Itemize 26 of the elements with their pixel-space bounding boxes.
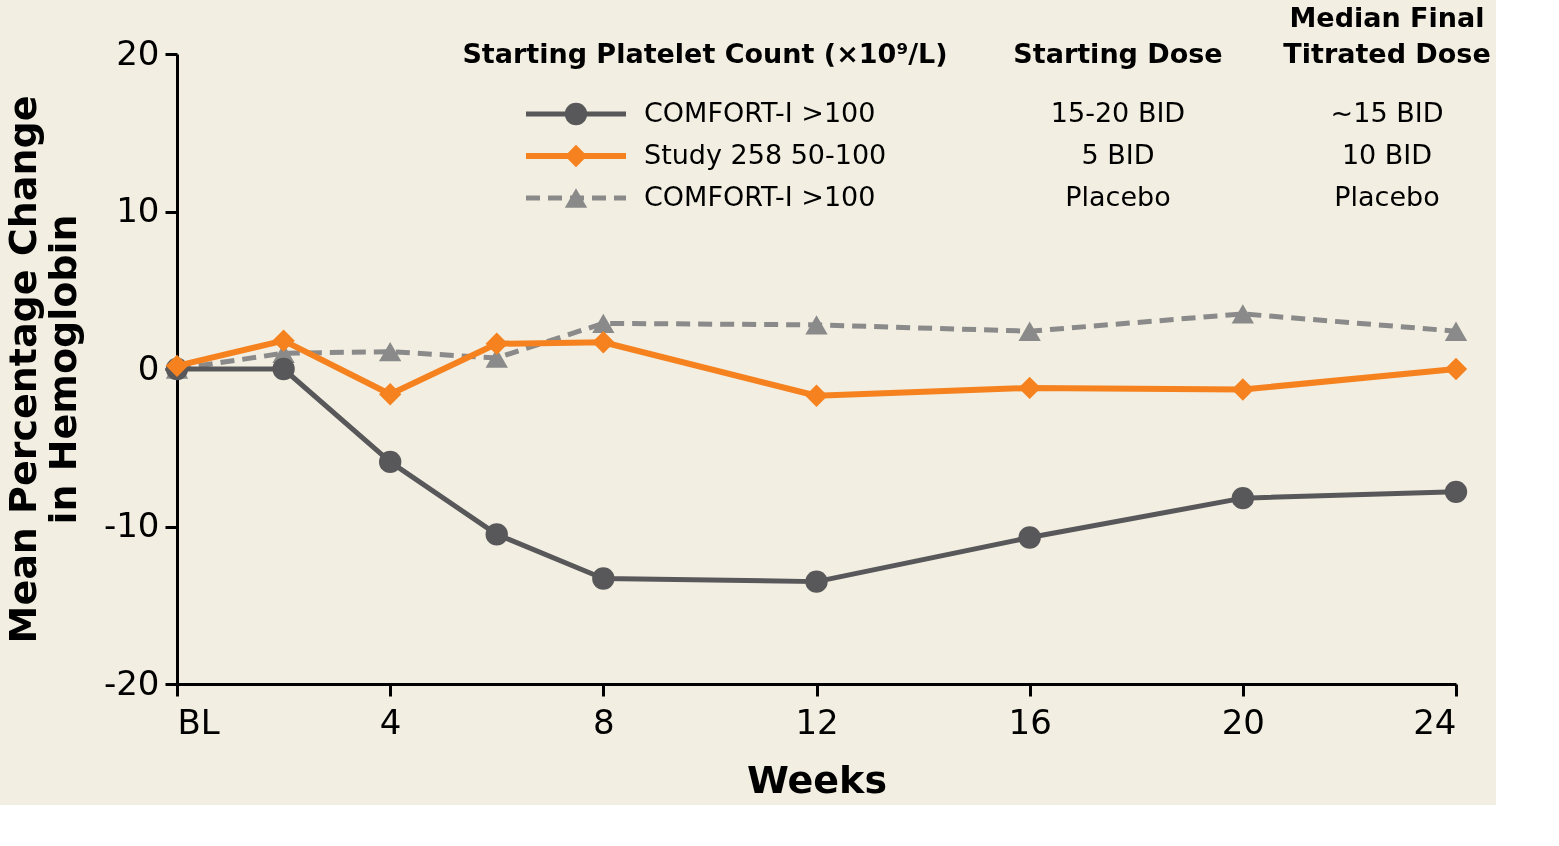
y-tick-label: -20 bbox=[103, 662, 160, 703]
x-tick-label: 8 bbox=[593, 701, 615, 742]
x-tick-label: 24 bbox=[1413, 701, 1457, 742]
x-tick-label: BL bbox=[177, 701, 220, 742]
y-tick-label: 0 bbox=[137, 347, 160, 388]
y-axis-title: Mean Percentage Change in Hemoglobin bbox=[0, 95, 85, 644]
legend-title: Starting Platelet Count (×10⁹/L) bbox=[462, 38, 948, 69]
x-axis-title: Weeks bbox=[747, 757, 887, 802]
x-tick-label: 12 bbox=[795, 701, 839, 742]
annotation: Placebo bbox=[1065, 181, 1171, 212]
annotation: 15-20 BID bbox=[1050, 97, 1186, 128]
annotation: ~15 BID bbox=[1330, 97, 1444, 128]
legend-label: Study 258 50-100 bbox=[644, 139, 887, 170]
y-tick-label: 20 bbox=[116, 32, 160, 73]
legend-label: COMFORT-I >100 bbox=[644, 181, 876, 212]
annotation: 10 BID bbox=[1341, 139, 1433, 170]
x-tick-label: 4 bbox=[379, 701, 402, 742]
x-tick-label: 16 bbox=[1008, 701, 1052, 742]
legend-label: COMFORT-I >100 bbox=[644, 97, 876, 128]
y-tick-label: 10 bbox=[116, 190, 160, 230]
annotation: Median Final Titrated Dose bbox=[1283, 2, 1491, 69]
annotation: 5 BID bbox=[1081, 139, 1155, 170]
annotation: Starting Dose bbox=[1013, 38, 1223, 69]
x-tick-label: 20 bbox=[1221, 701, 1265, 742]
annotation: Placebo bbox=[1334, 181, 1440, 212]
y-tick-label: -10 bbox=[103, 505, 160, 545]
